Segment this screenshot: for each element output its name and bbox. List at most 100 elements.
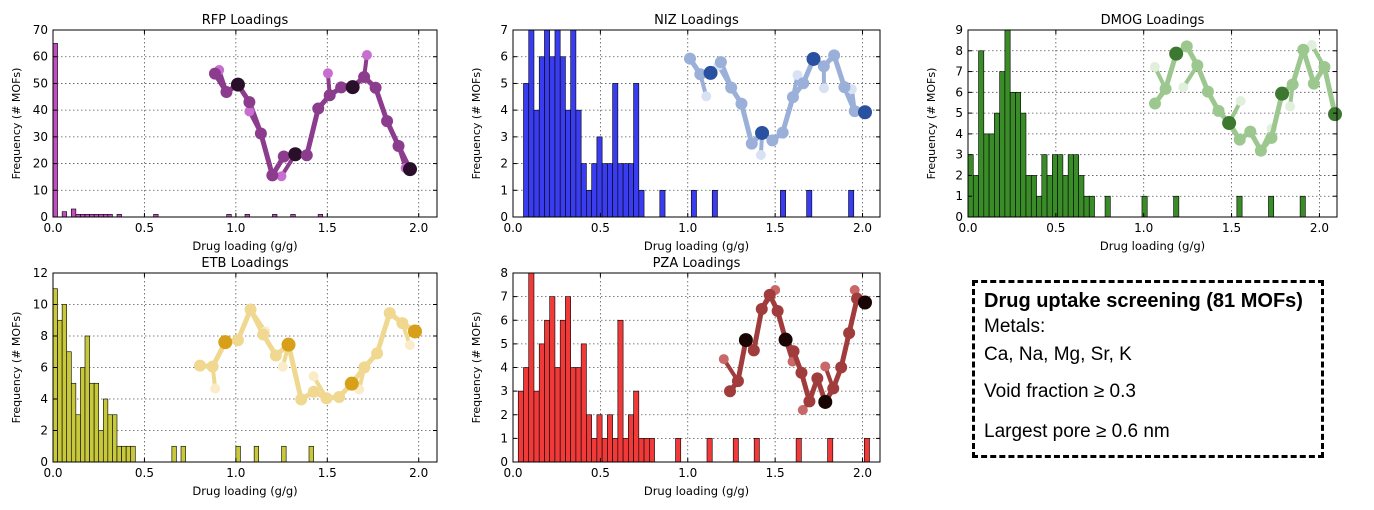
- histogram-bar: [180, 445, 186, 463]
- histogram-bar: [538, 343, 545, 463]
- histogram-bar: [544, 319, 551, 463]
- x-tick-label: 2.0: [409, 221, 428, 235]
- y-tick-label: 8: [40, 329, 48, 343]
- histogram-bar: [1025, 175, 1032, 218]
- y-tick-label: 6: [500, 313, 508, 327]
- histogram-bar: [281, 445, 287, 463]
- molecule-atom: [731, 375, 744, 388]
- molecule-atom: [797, 77, 810, 90]
- x-tick-label: 2.0: [853, 221, 872, 235]
- molecule-atom: [210, 383, 221, 394]
- x-tick-label: 0.0: [958, 221, 977, 235]
- molecule-bond: [751, 306, 765, 353]
- molecule-atom: [1201, 85, 1214, 98]
- molecule-atom: [335, 81, 348, 94]
- x-tick-label: 0.0: [43, 466, 62, 480]
- molecule-atom: [403, 162, 417, 177]
- y-tick-label: 0: [500, 455, 508, 469]
- histogram-bar: [601, 438, 608, 463]
- histogram-bar: [1268, 195, 1275, 218]
- molecule-bond: [1321, 64, 1338, 117]
- histogram-bar: [1030, 175, 1037, 218]
- histogram-bar: [596, 136, 603, 218]
- molecule-atom: [1328, 107, 1342, 122]
- x-tick-label: 1.5: [318, 221, 337, 235]
- histogram-bar: [972, 175, 979, 218]
- histogram-bar: [999, 71, 1006, 218]
- histogram-bar: [806, 189, 813, 218]
- histogram-bar: [586, 189, 592, 218]
- histogram-bar: [1078, 175, 1085, 218]
- molecule-atom: [206, 360, 219, 373]
- molecule-atom: [817, 60, 830, 73]
- molecule-atom: [1149, 61, 1160, 72]
- molecule-atom: [231, 334, 244, 347]
- molecule-atom: [243, 96, 256, 109]
- histogram-bar: [1083, 195, 1090, 218]
- histogram-bar: [52, 43, 58, 218]
- y-tick-label: 5: [500, 337, 508, 351]
- molecule-atom: [1178, 82, 1189, 93]
- x-tick-label: 0.5: [591, 221, 610, 235]
- chart-title: NIZ Loadings: [654, 13, 739, 28]
- molecule-atom: [1235, 96, 1246, 107]
- molecule-atom: [1222, 116, 1237, 131]
- histogram-bar: [978, 50, 985, 218]
- x-tick-label: 1.0: [226, 466, 245, 480]
- molecule-atom: [1169, 46, 1184, 61]
- y-tick-label: 6: [40, 361, 48, 375]
- molecule-atom: [358, 361, 371, 374]
- y-tick-label: 0: [500, 210, 508, 224]
- molecule-atom: [786, 91, 799, 104]
- molecule-atom: [1306, 40, 1317, 51]
- plot-area: [53, 30, 437, 217]
- histogram-bar: [84, 335, 90, 463]
- x-tick-label: 0.5: [1046, 221, 1065, 235]
- histogram-bar: [61, 211, 68, 218]
- x-tick-label: 0.0: [43, 221, 62, 235]
- histogram-bar: [607, 163, 613, 218]
- chart-title: RFP Loadings: [202, 13, 289, 28]
- molecule-atom: [1212, 104, 1225, 117]
- metals-list: Ca, Na, Mg, Sr, K: [984, 344, 1132, 365]
- y-tick-label: 7: [500, 290, 508, 304]
- y-tick-label: 30: [33, 130, 48, 144]
- histogram-bar: [308, 445, 314, 463]
- rfp-loadings-chart: 0.0 0.5 1.0 1.5 2.0 0 10 20 30 40 50 60 70 RFP Loadin…: [10, 13, 438, 253]
- molecule-atom: [358, 70, 371, 83]
- x-tick-label: 0.0: [503, 466, 522, 480]
- molecule-atom: [269, 349, 282, 362]
- molecule-atom: [404, 340, 415, 351]
- axes-frame: [512, 29, 881, 218]
- histogram-bar: [622, 163, 629, 218]
- molecule-atom: [277, 150, 290, 163]
- y-axis-label: Frequency (# MOFs): [470, 312, 483, 424]
- histogram-bar: [1004, 29, 1011, 218]
- molecule-bond: [286, 342, 304, 402]
- molecule-atom: [322, 68, 333, 79]
- y-tick-label: 0: [40, 455, 48, 469]
- histogram-bar: [753, 438, 760, 463]
- molecule-atom: [369, 81, 382, 94]
- x-tick-label: 2.0: [1310, 221, 1329, 235]
- molecule-atom: [1318, 61, 1331, 74]
- histogram-bar: [633, 390, 640, 463]
- axes-frame: [967, 29, 1338, 218]
- histogram-bar: [622, 438, 629, 463]
- histogram-bar: [559, 319, 566, 463]
- histogram-bar: [659, 189, 666, 218]
- molecule-atom: [392, 139, 405, 152]
- histogram-bar: [1046, 175, 1053, 218]
- molecule-atom: [218, 335, 233, 350]
- histogram-bar: [544, 29, 551, 218]
- y-tick-label: 4: [40, 392, 48, 406]
- histogram-bar: [827, 438, 834, 463]
- molecule-atom: [747, 344, 760, 357]
- histogram-bar: [528, 272, 535, 463]
- histogram-bar: [1173, 195, 1180, 218]
- x-axis-label: Drug loading (g/g): [644, 239, 749, 253]
- molecule-atom: [383, 307, 396, 320]
- molecule-atom: [858, 295, 872, 310]
- histogram-bar: [607, 414, 613, 463]
- histogram-bar: [52, 288, 58, 463]
